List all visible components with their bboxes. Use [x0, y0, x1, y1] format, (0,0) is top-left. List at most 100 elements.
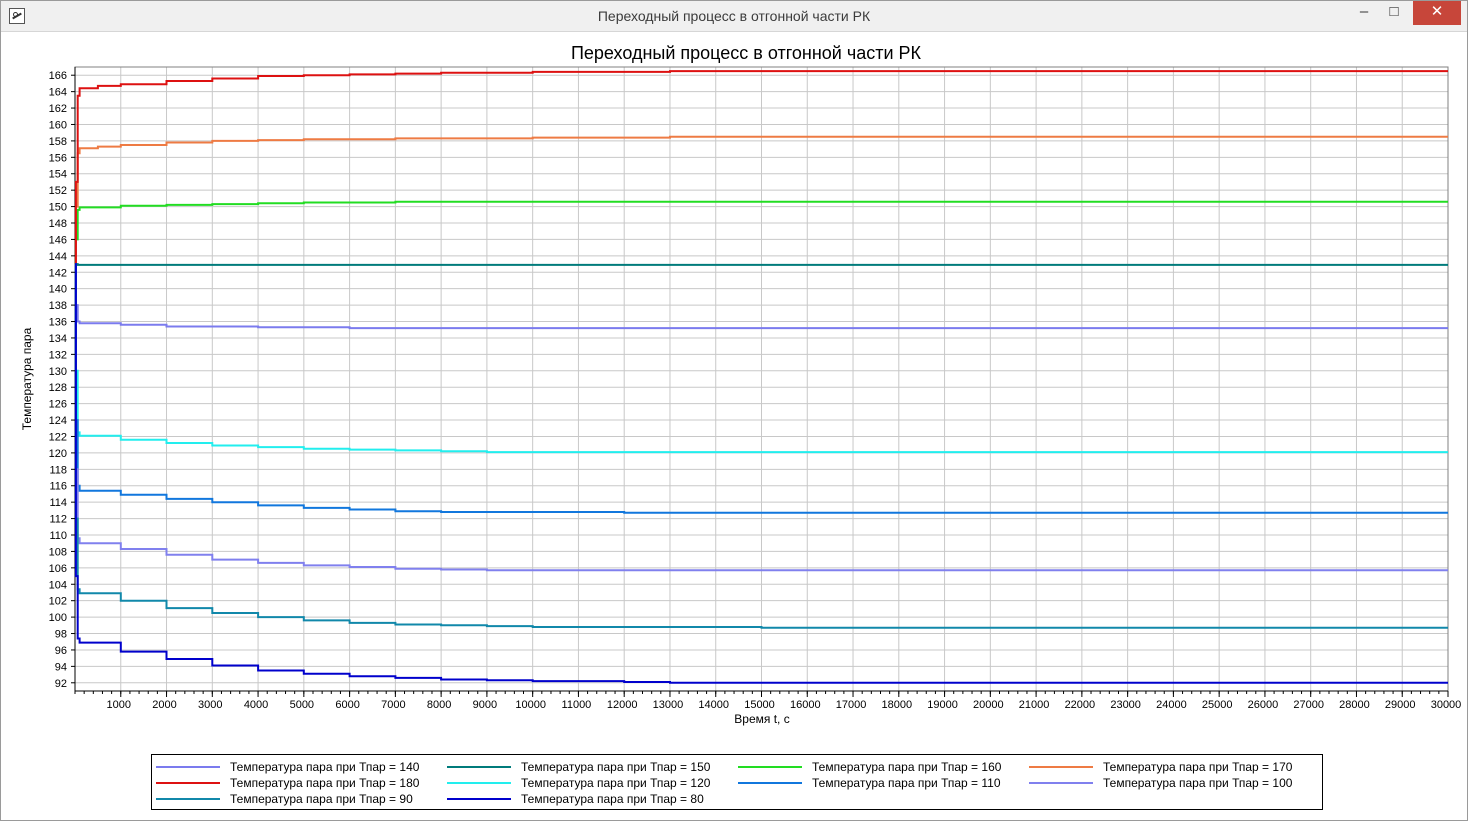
chart-title: Переходный процесс в отгонной части РК: [571, 43, 922, 63]
x-tick-label: 2000: [152, 699, 176, 711]
x-tick-label: 9000: [473, 699, 497, 711]
y-tick-label: 102: [49, 596, 67, 608]
legend-swatch: [156, 782, 220, 784]
legend-label: Температура пара при Тпар = 160: [812, 760, 1002, 774]
y-tick-label: 136: [49, 317, 67, 329]
y-tick-label: 148: [49, 218, 67, 230]
legend-label: Температура пара при Тпар = 90: [230, 792, 413, 806]
legend-swatch: [738, 766, 802, 768]
series-line: [74, 263, 1448, 330]
legend-item: Температура пара при Тпар = 150: [443, 759, 735, 775]
x-tick-label: 12000: [607, 699, 638, 711]
y-tick-label: 96: [55, 645, 67, 657]
legend-swatch: [1029, 782, 1093, 784]
y-tick-label: 130: [49, 366, 67, 378]
x-tick-label: 7000: [381, 699, 405, 711]
legend-label: Температура пара при Тпар = 110: [812, 776, 1001, 790]
y-tick-label: 114: [49, 497, 67, 509]
legend-label: Температура пара при Тпар = 150: [521, 760, 711, 774]
y-tick-label: 104: [49, 579, 67, 591]
title-bar[interactable]: Переходный процесс в отгонной части РК –…: [1, 1, 1467, 32]
x-tick-label: 23000: [1110, 699, 1141, 711]
legend-swatch: [1029, 766, 1093, 768]
y-tick-label: 124: [49, 415, 67, 427]
y-tick-label: 106: [49, 563, 67, 575]
y-tick-label: 134: [49, 333, 67, 345]
chart-area: Переходный процесс в отгонной части РК 1…: [1, 32, 1467, 820]
y-tick-label: 126: [49, 399, 67, 411]
x-tick-label: 21000: [1019, 699, 1050, 711]
close-button[interactable]: ✕: [1413, 1, 1461, 25]
legend-swatch: [447, 766, 511, 768]
x-tick-label: 1000: [107, 699, 131, 711]
minimize-button[interactable]: –: [1359, 3, 1369, 20]
y-tick-label: 110: [49, 530, 67, 542]
legend-label: Температура пара при Тпар = 170: [1103, 760, 1293, 774]
y-tick-label: 150: [49, 202, 67, 214]
y-tick-label: 156: [49, 152, 67, 164]
legend-item: Температура пара при Тпар = 80: [443, 791, 735, 807]
x-tick-label: 3000: [198, 699, 222, 711]
y-tick-label: 98: [55, 629, 67, 641]
series-line: [74, 200, 1448, 266]
x-tick-label: 22000: [1065, 699, 1096, 711]
y-tick-label: 166: [49, 70, 67, 82]
x-tick-label: 8000: [427, 699, 451, 711]
legend-swatch: [738, 782, 802, 784]
legend-label: Температура пара при Тпар = 140: [230, 760, 420, 774]
app-chart-icon[interactable]: [9, 8, 25, 24]
y-tick-label: 144: [49, 251, 67, 263]
y-tick-label: 138: [49, 300, 67, 312]
x-tick-label: 6000: [335, 699, 359, 711]
y-tick-label: 100: [49, 612, 67, 624]
legend-label: Температура пара при Тпар = 180: [230, 776, 420, 790]
y-tick-label: 158: [49, 136, 67, 148]
legend-label: Температура пара при Тпар = 120: [521, 776, 711, 790]
x-tick-label: 18000: [882, 699, 913, 711]
legend-item: Температура пара при Тпар = 120: [443, 775, 735, 791]
y-tick-label: 108: [49, 546, 67, 558]
y-tick-label: 162: [49, 103, 67, 115]
y-tick-label: 132: [49, 349, 67, 361]
series-layer: [74, 70, 1448, 684]
legend-swatch: [156, 766, 220, 768]
x-tick-label: 25000: [1202, 699, 1233, 711]
x-tick-label: 14000: [698, 699, 729, 711]
x-tick-label: 20000: [973, 699, 1004, 711]
y-tick-label: 160: [49, 119, 67, 131]
y-tick-label: 154: [49, 169, 67, 181]
legend-item: Температура пара при Тпар = 170: [1025, 759, 1317, 775]
x-tick-label: 4000: [244, 699, 268, 711]
legend-label: Температура пара при Тпар = 100: [1103, 776, 1293, 790]
x-tick-label: 30000: [1431, 699, 1462, 711]
legend-swatch: [447, 782, 511, 784]
y-tick-label: 120: [49, 448, 67, 460]
legend-item: Температура пара при Тпар = 160: [734, 759, 1026, 775]
y-axis-label: Температура пара: [20, 327, 34, 430]
y-tick-label: 140: [49, 284, 67, 296]
y-tick-label: 92: [55, 678, 67, 690]
legend-item: Температура пара при Тпар = 90: [152, 791, 444, 807]
y-tick-label: 146: [49, 234, 67, 246]
y-tick-label: 118: [49, 464, 67, 476]
y-tick-label: 112: [49, 514, 67, 526]
series-line: [74, 263, 1448, 684]
x-tick-label: 15000: [744, 699, 775, 711]
x-axis-label: Время t, c: [734, 712, 789, 726]
x-tick-label: 17000: [836, 699, 867, 711]
maximize-button[interactable]: □: [1389, 3, 1399, 20]
x-tick-label: 16000: [790, 699, 821, 711]
ticks-layer: 1000 2000 3000 4000 5000 6000 7000 8000 9000 1000…: [49, 70, 1462, 711]
x-tick-label: 5000: [290, 699, 314, 711]
legend-item: Температура пара при Тпар = 140: [152, 759, 444, 775]
chart-legend: Температура пара при Тпар = 140 Температу…: [151, 754, 1323, 810]
chart-svg: Переходный процесс в отгонной части РК 1…: [20, 43, 1462, 726]
legend-label: Температура пара при Тпар = 80: [521, 792, 704, 806]
y-tick-label: 152: [49, 185, 67, 197]
x-tick-label: 28000: [1339, 699, 1370, 711]
x-tick-label: 27000: [1293, 699, 1324, 711]
y-tick-label: 164: [49, 87, 67, 99]
x-tick-label: 10000: [515, 699, 546, 711]
y-tick-label: 116: [49, 481, 67, 493]
